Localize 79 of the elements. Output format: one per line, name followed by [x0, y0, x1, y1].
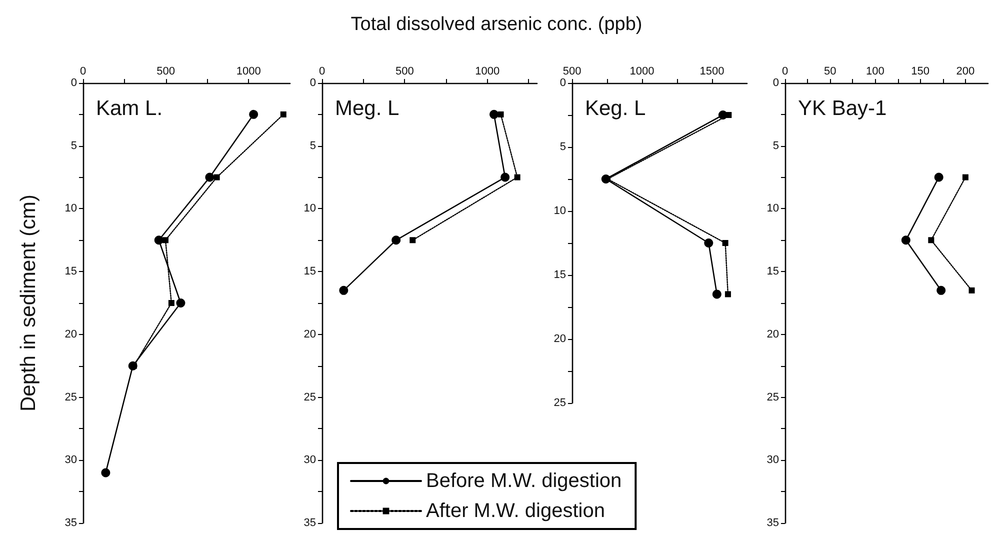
y-tick-label: 10: [304, 202, 316, 215]
text: Keg. L: [585, 97, 646, 120]
point: [249, 110, 258, 119]
y-tick-label: 0: [560, 77, 566, 89]
point: [280, 111, 286, 118]
point: [498, 111, 504, 118]
y-tick-label: 25: [766, 391, 779, 404]
y-tick-label: 25: [554, 397, 566, 409]
point: [490, 110, 498, 119]
point: [726, 112, 732, 118]
y-tick-label: 30: [304, 454, 316, 466]
x-tick-label: 500: [156, 66, 175, 78]
x-tick-label: 1000: [630, 66, 654, 78]
x-tick-label: 0: [318, 66, 326, 78]
x-axis-title: Total dissolved arsenic conc. (ppb): [350, 14, 644, 36]
y-tick-label: 35: [304, 517, 316, 529]
y-tick-label: 30: [64, 454, 77, 466]
y-tick-label: 20: [766, 328, 779, 340]
point: [712, 290, 722, 299]
point: [154, 236, 164, 245]
y-tick-label: 0: [772, 77, 779, 89]
point: [176, 298, 186, 308]
y-tick-label: 20: [304, 328, 316, 340]
point: [392, 236, 401, 245]
y-tick-label: 15: [766, 266, 779, 278]
legend-label: Before M.W. digestion: [426, 470, 622, 492]
point: [514, 174, 520, 180]
y-tick-label: 20: [64, 328, 77, 340]
point: [901, 236, 910, 245]
y-tick-label: 10: [64, 202, 77, 215]
x-tick-label: 500: [562, 66, 582, 78]
point: [205, 172, 214, 182]
x-tick-label: 50: [824, 66, 836, 78]
y-tick-label: 15: [64, 266, 77, 278]
point: [722, 240, 728, 246]
point: [934, 172, 944, 182]
y-tick-label: 35: [766, 517, 779, 529]
y-axis-title: Depth in sediment (cm): [17, 194, 40, 412]
point: [936, 286, 946, 295]
y-tick-label: 25: [64, 391, 77, 404]
x-tick-label: 1000: [236, 66, 261, 78]
legend-label: After M.W. digestion: [426, 500, 605, 522]
point: [214, 174, 220, 180]
y-tick-label: 0: [70, 77, 77, 89]
text: Meg. L: [335, 97, 400, 120]
x-tick-label: 1500: [700, 66, 724, 78]
y-tick-label: 5: [560, 141, 566, 153]
y-tick-label: 15: [304, 266, 316, 278]
y-tick-label: 20: [554, 333, 566, 345]
x-tick-label: 200: [956, 66, 975, 78]
point: [928, 237, 934, 244]
y-tick-label: 5: [70, 140, 77, 152]
y-tick-label: 0: [310, 77, 316, 89]
y-tick-label: 15: [554, 269, 566, 281]
point: [410, 237, 416, 244]
point: [704, 238, 714, 248]
x-tick-label: 1000: [475, 66, 500, 78]
y-tick-label: 35: [64, 517, 77, 529]
y-tick-label: 30: [766, 454, 779, 466]
y-tick-label: 5: [310, 140, 316, 152]
text: Kam L.: [96, 97, 163, 120]
point: [724, 291, 731, 298]
y-tick-label: 10: [766, 202, 779, 215]
point: [101, 468, 110, 478]
x-tick-label: 150: [911, 66, 930, 78]
point: [339, 286, 348, 295]
x-tick-label: 0: [80, 66, 86, 78]
point: [962, 174, 968, 180]
x-tick-label: 100: [866, 66, 884, 78]
x-tick-label: 0: [782, 66, 788, 78]
y-tick-label: 5: [772, 140, 779, 152]
y-tick-label: 25: [304, 391, 316, 404]
point: [168, 300, 174, 306]
point: [162, 237, 168, 244]
x-tick-label: 500: [396, 66, 414, 78]
point: [500, 172, 510, 182]
point: [968, 287, 975, 294]
y-tick-label: 10: [554, 205, 566, 217]
text: YK Bay-1: [798, 97, 887, 120]
